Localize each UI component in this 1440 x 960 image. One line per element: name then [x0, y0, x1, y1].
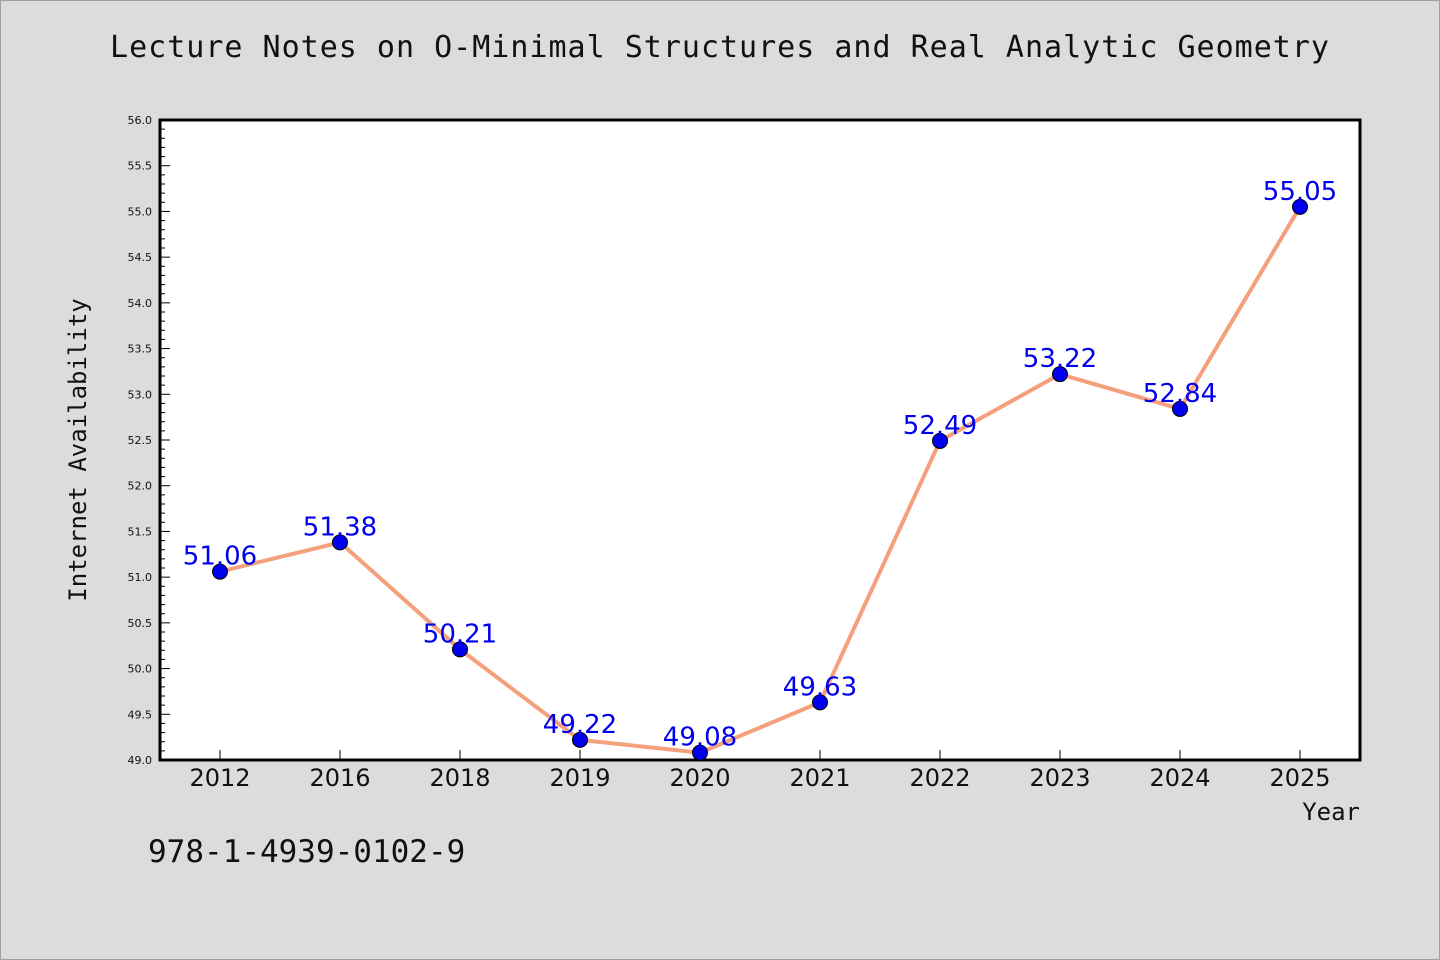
- data-label: 49.22: [543, 710, 617, 740]
- y-tick-label: 51.5: [128, 525, 153, 538]
- data-label: 51.06: [183, 542, 257, 572]
- isbn-text: 978-1-4939-0102-9: [148, 834, 466, 870]
- y-tick-label: 50.5: [128, 617, 153, 630]
- data-label: 50.21: [423, 619, 497, 649]
- y-tick-label: 51.0: [128, 571, 153, 584]
- y-tick-label: 54.5: [128, 251, 153, 264]
- y-tick-label: 52.5: [128, 434, 153, 447]
- y-tick-label: 49.5: [128, 708, 153, 721]
- y-tick-label: 53.0: [128, 388, 153, 401]
- x-tick-label: 2021: [789, 764, 850, 792]
- x-tick-label: 2024: [1149, 764, 1210, 792]
- data-point: [452, 641, 468, 658]
- x-tick-label: 2018: [429, 764, 490, 792]
- data-point: [932, 432, 948, 449]
- y-tick-label: 54.0: [128, 297, 153, 310]
- data-label: 52.84: [1143, 379, 1217, 409]
- data-label: 51.38: [303, 512, 377, 542]
- chart-title: Lecture Notes on O-Minimal Structures an…: [110, 30, 1330, 65]
- x-axis-title: Year: [1302, 798, 1360, 826]
- data-label: 49.63: [783, 672, 857, 702]
- data-point: [812, 694, 828, 711]
- x-tick-label: 2012: [189, 764, 250, 792]
- x-tick-label: 2016: [309, 764, 370, 792]
- y-tick-label: 50.0: [128, 663, 153, 676]
- x-tick-label: 2025: [1269, 764, 1330, 792]
- y-tick-label: 55.5: [128, 160, 153, 173]
- x-axis: 2012 2016 2018 2019 2020 2021 2022 2023 2024 2025: [189, 750, 1331, 792]
- data-point: [1052, 366, 1068, 383]
- x-tick-label: 2023: [1029, 764, 1090, 792]
- data-point: [1172, 400, 1188, 417]
- series-line-group: 51.06 51.38 50.21 49.22 49.08 49.63 52.49 53.22…: [183, 177, 1337, 761]
- data-point: [572, 731, 588, 748]
- y-tick-label: 56.0: [128, 114, 153, 127]
- x-tick-label: 2020: [669, 764, 730, 792]
- y-tick-label: 53.5: [128, 343, 153, 356]
- data-label: 53.22: [1023, 344, 1097, 374]
- series-line: [219, 205, 1302, 755]
- x-tick-label: 2019: [549, 764, 610, 792]
- y-tick-label: 49.0: [128, 754, 153, 767]
- data-label: 52.49: [903, 411, 977, 441]
- plot-area: [158, 118, 1362, 762]
- data-label: 49.08: [663, 723, 737, 753]
- y-axis: 49.0 49.5 50.0 50.5 51.0 51.5 52.0 52.5 53.0 53.5…: [128, 114, 170, 767]
- data-point: [332, 534, 348, 551]
- y-tick-label: 52.0: [128, 480, 153, 493]
- y-axis-title: Internet Availability: [64, 298, 92, 601]
- data-point: [692, 744, 708, 761]
- y-tick-label: 55.0: [128, 205, 153, 218]
- data-point: [212, 563, 228, 580]
- x-tick-label: 2022: [909, 764, 970, 792]
- data-label: 55.05: [1263, 177, 1337, 207]
- data-point: [1292, 198, 1308, 215]
